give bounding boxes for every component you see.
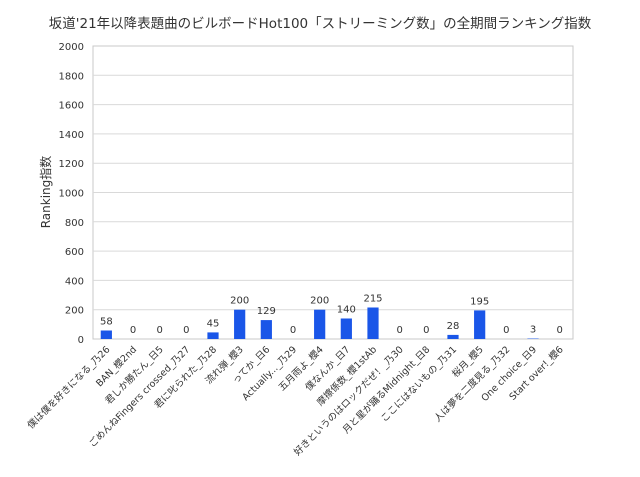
data-label: 0	[183, 325, 189, 336]
y-tick-label: 1200	[59, 159, 84, 170]
data-label: 0	[503, 325, 509, 336]
bar	[340, 318, 352, 339]
y-tick-label: 800	[65, 218, 84, 229]
y-axis-title: Ranking指数	[38, 156, 53, 229]
data-label: 215	[363, 294, 382, 305]
y-tick-label: 2000	[59, 42, 84, 53]
bar	[207, 332, 219, 339]
bar	[100, 330, 112, 339]
y-tick-label: 600	[65, 247, 84, 258]
y-tick-label: 1400	[59, 130, 84, 141]
bar	[314, 309, 326, 339]
y-tick-label: 400	[65, 276, 84, 287]
data-label: 195	[470, 296, 489, 307]
bar	[447, 334, 459, 339]
data-label: 0	[396, 325, 402, 336]
data-label: 200	[310, 296, 329, 307]
chart-title: 坂道'21年以降表題曲のビルボードHot100「ストリーミング数」の全期間ランキ…	[48, 16, 592, 32]
data-label: 200	[230, 296, 249, 307]
data-label: 0	[156, 325, 162, 336]
data-label: 45	[207, 318, 220, 329]
data-label: 0	[556, 325, 562, 336]
y-tick-label: 200	[65, 306, 84, 317]
y-tick-label: 1000	[59, 189, 84, 200]
data-label: 3	[530, 325, 536, 336]
data-label: 0	[423, 325, 429, 336]
data-label: 58	[100, 317, 113, 328]
y-tick-label: 1600	[59, 101, 84, 112]
bar	[474, 310, 486, 339]
data-label: 129	[257, 306, 276, 317]
data-label: 0	[290, 325, 296, 336]
data-label: 28	[447, 321, 460, 332]
y-tick-label: 1800	[59, 71, 84, 82]
y-tick-label: 0	[78, 335, 84, 346]
bar	[367, 307, 379, 339]
data-label: 140	[337, 304, 356, 315]
data-label: 0	[130, 325, 136, 336]
bar	[234, 309, 246, 339]
bar	[260, 320, 272, 339]
